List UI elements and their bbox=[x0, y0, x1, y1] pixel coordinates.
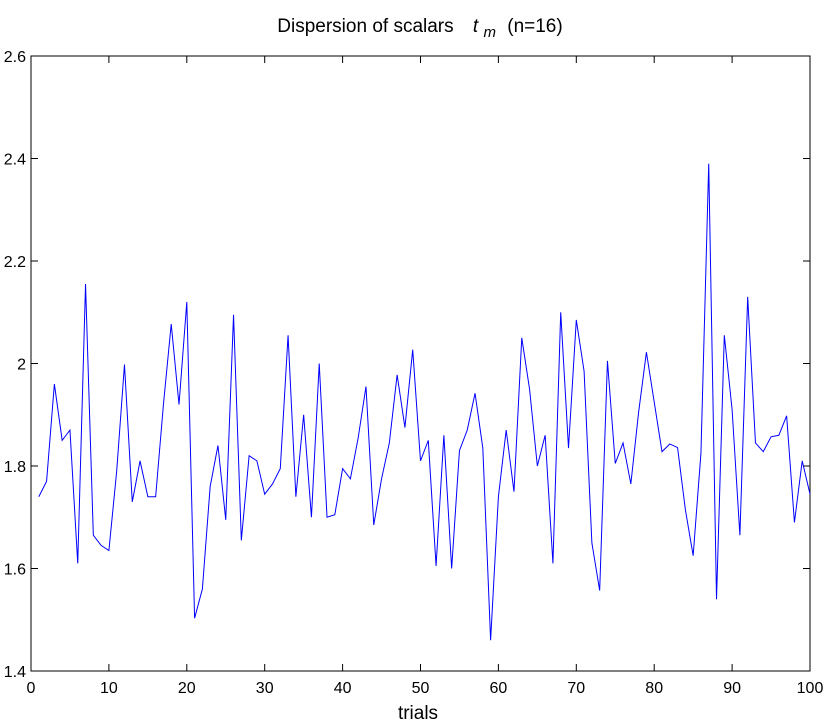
x-tick-label: 70 bbox=[567, 680, 585, 697]
plot-frame bbox=[30, 55, 811, 672]
x-tick-label: 50 bbox=[412, 680, 430, 697]
y-tick-label: 2.6 bbox=[4, 49, 26, 66]
x-axis-label: trials bbox=[398, 703, 438, 724]
x-tick-label: 90 bbox=[723, 680, 741, 697]
x-tick-label: 20 bbox=[178, 680, 196, 697]
y-tick-label: 1.6 bbox=[4, 562, 26, 579]
y-tick-label: 2 bbox=[17, 357, 26, 374]
x-tick-label: 30 bbox=[256, 680, 274, 697]
x-tick-label: 60 bbox=[490, 680, 508, 697]
x-tick-label: 80 bbox=[645, 680, 663, 697]
plot-area: 0 10 20 30 40 50 60 70 80 90 100 1.4 1.6 1.8 2 2.2 2.4 2.… bbox=[4, 49, 824, 697]
x-tick-label: 40 bbox=[334, 680, 352, 697]
series-line bbox=[38, 163, 811, 641]
y-tick-label: 1.4 bbox=[4, 664, 26, 681]
chart-title-symbol: t bbox=[473, 16, 479, 37]
x-tick-label: 0 bbox=[27, 680, 36, 697]
chart-title-subscript: m bbox=[483, 24, 496, 41]
chart-title-prefix: Dispersion of scalars bbox=[277, 16, 453, 37]
x-tick-label: 100 bbox=[797, 680, 824, 697]
chart-title-suffix: (n=16) bbox=[507, 16, 562, 37]
y-tick-label: 1.8 bbox=[4, 459, 26, 476]
y-tick-label: 2.2 bbox=[4, 254, 26, 271]
x-tick-label: 10 bbox=[100, 680, 118, 697]
y-tick-label: 2.4 bbox=[4, 152, 26, 169]
chart-title: Dispersion of scalars t m (n=16) bbox=[277, 16, 562, 42]
